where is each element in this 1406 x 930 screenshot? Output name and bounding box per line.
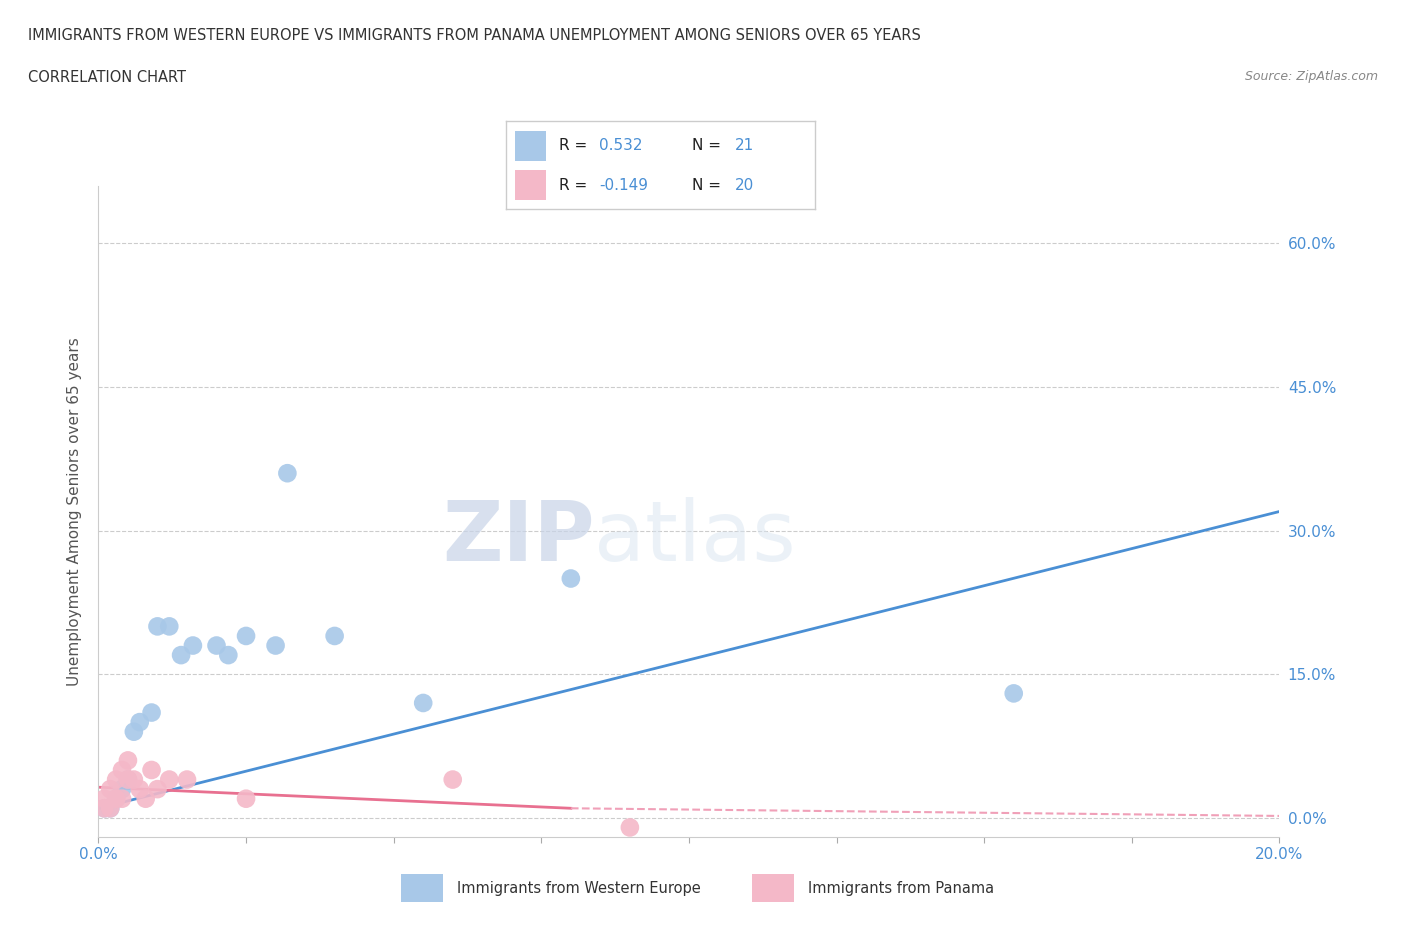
Text: R =: R =	[558, 178, 592, 193]
Point	[141, 763, 163, 777]
Text: 21: 21	[735, 139, 754, 153]
Point	[93, 801, 115, 816]
Point	[560, 571, 582, 586]
Text: N =: N =	[692, 139, 725, 153]
Text: N =: N =	[692, 178, 725, 193]
Text: CORRELATION CHART: CORRELATION CHART	[28, 70, 186, 85]
Point	[170, 647, 193, 662]
Point	[122, 772, 145, 787]
Text: ZIP: ZIP	[441, 497, 595, 578]
Text: IMMIGRANTS FROM WESTERN EUROPE VS IMMIGRANTS FROM PANAMA UNEMPLOYMENT AMONG SENI: IMMIGRANTS FROM WESTERN EUROPE VS IMMIGR…	[28, 28, 921, 43]
Point	[441, 772, 464, 787]
Point	[98, 801, 121, 816]
Point	[105, 791, 128, 806]
FancyBboxPatch shape	[516, 170, 547, 201]
FancyBboxPatch shape	[401, 874, 443, 902]
Point	[157, 619, 180, 634]
Text: atlas: atlas	[595, 497, 796, 578]
Point	[111, 782, 134, 797]
Point	[264, 638, 287, 653]
Point	[146, 619, 169, 634]
Text: -0.149: -0.149	[599, 178, 648, 193]
Point	[235, 629, 257, 644]
Point	[105, 791, 128, 806]
Point	[98, 782, 121, 797]
FancyBboxPatch shape	[752, 874, 794, 902]
Point	[128, 714, 150, 729]
Text: 0.532: 0.532	[599, 139, 643, 153]
Text: Source: ZipAtlas.com: Source: ZipAtlas.com	[1244, 70, 1378, 83]
Text: Immigrants from Panama: Immigrants from Panama	[808, 881, 994, 896]
Point	[217, 647, 239, 662]
Point	[98, 801, 121, 816]
Point	[93, 801, 115, 816]
Point	[412, 696, 434, 711]
Point	[122, 724, 145, 739]
Point	[276, 466, 298, 481]
Point	[176, 772, 198, 787]
Point	[117, 772, 139, 787]
Point	[117, 772, 139, 787]
Point	[135, 791, 157, 806]
Y-axis label: Unemployment Among Seniors over 65 years: Unemployment Among Seniors over 65 years	[67, 338, 83, 686]
Point	[235, 791, 257, 806]
Point	[111, 763, 134, 777]
Point	[105, 772, 128, 787]
Point	[117, 753, 139, 768]
FancyBboxPatch shape	[516, 130, 547, 161]
Text: 20: 20	[735, 178, 754, 193]
Point	[141, 705, 163, 720]
Point	[323, 629, 346, 644]
Point	[93, 791, 115, 806]
Point	[157, 772, 180, 787]
Point	[111, 791, 134, 806]
Point	[181, 638, 204, 653]
Point	[205, 638, 228, 653]
Point	[146, 782, 169, 797]
Point	[1002, 686, 1025, 701]
Point	[619, 820, 641, 835]
Text: Immigrants from Western Europe: Immigrants from Western Europe	[457, 881, 700, 896]
Point	[128, 782, 150, 797]
Text: R =: R =	[558, 139, 592, 153]
